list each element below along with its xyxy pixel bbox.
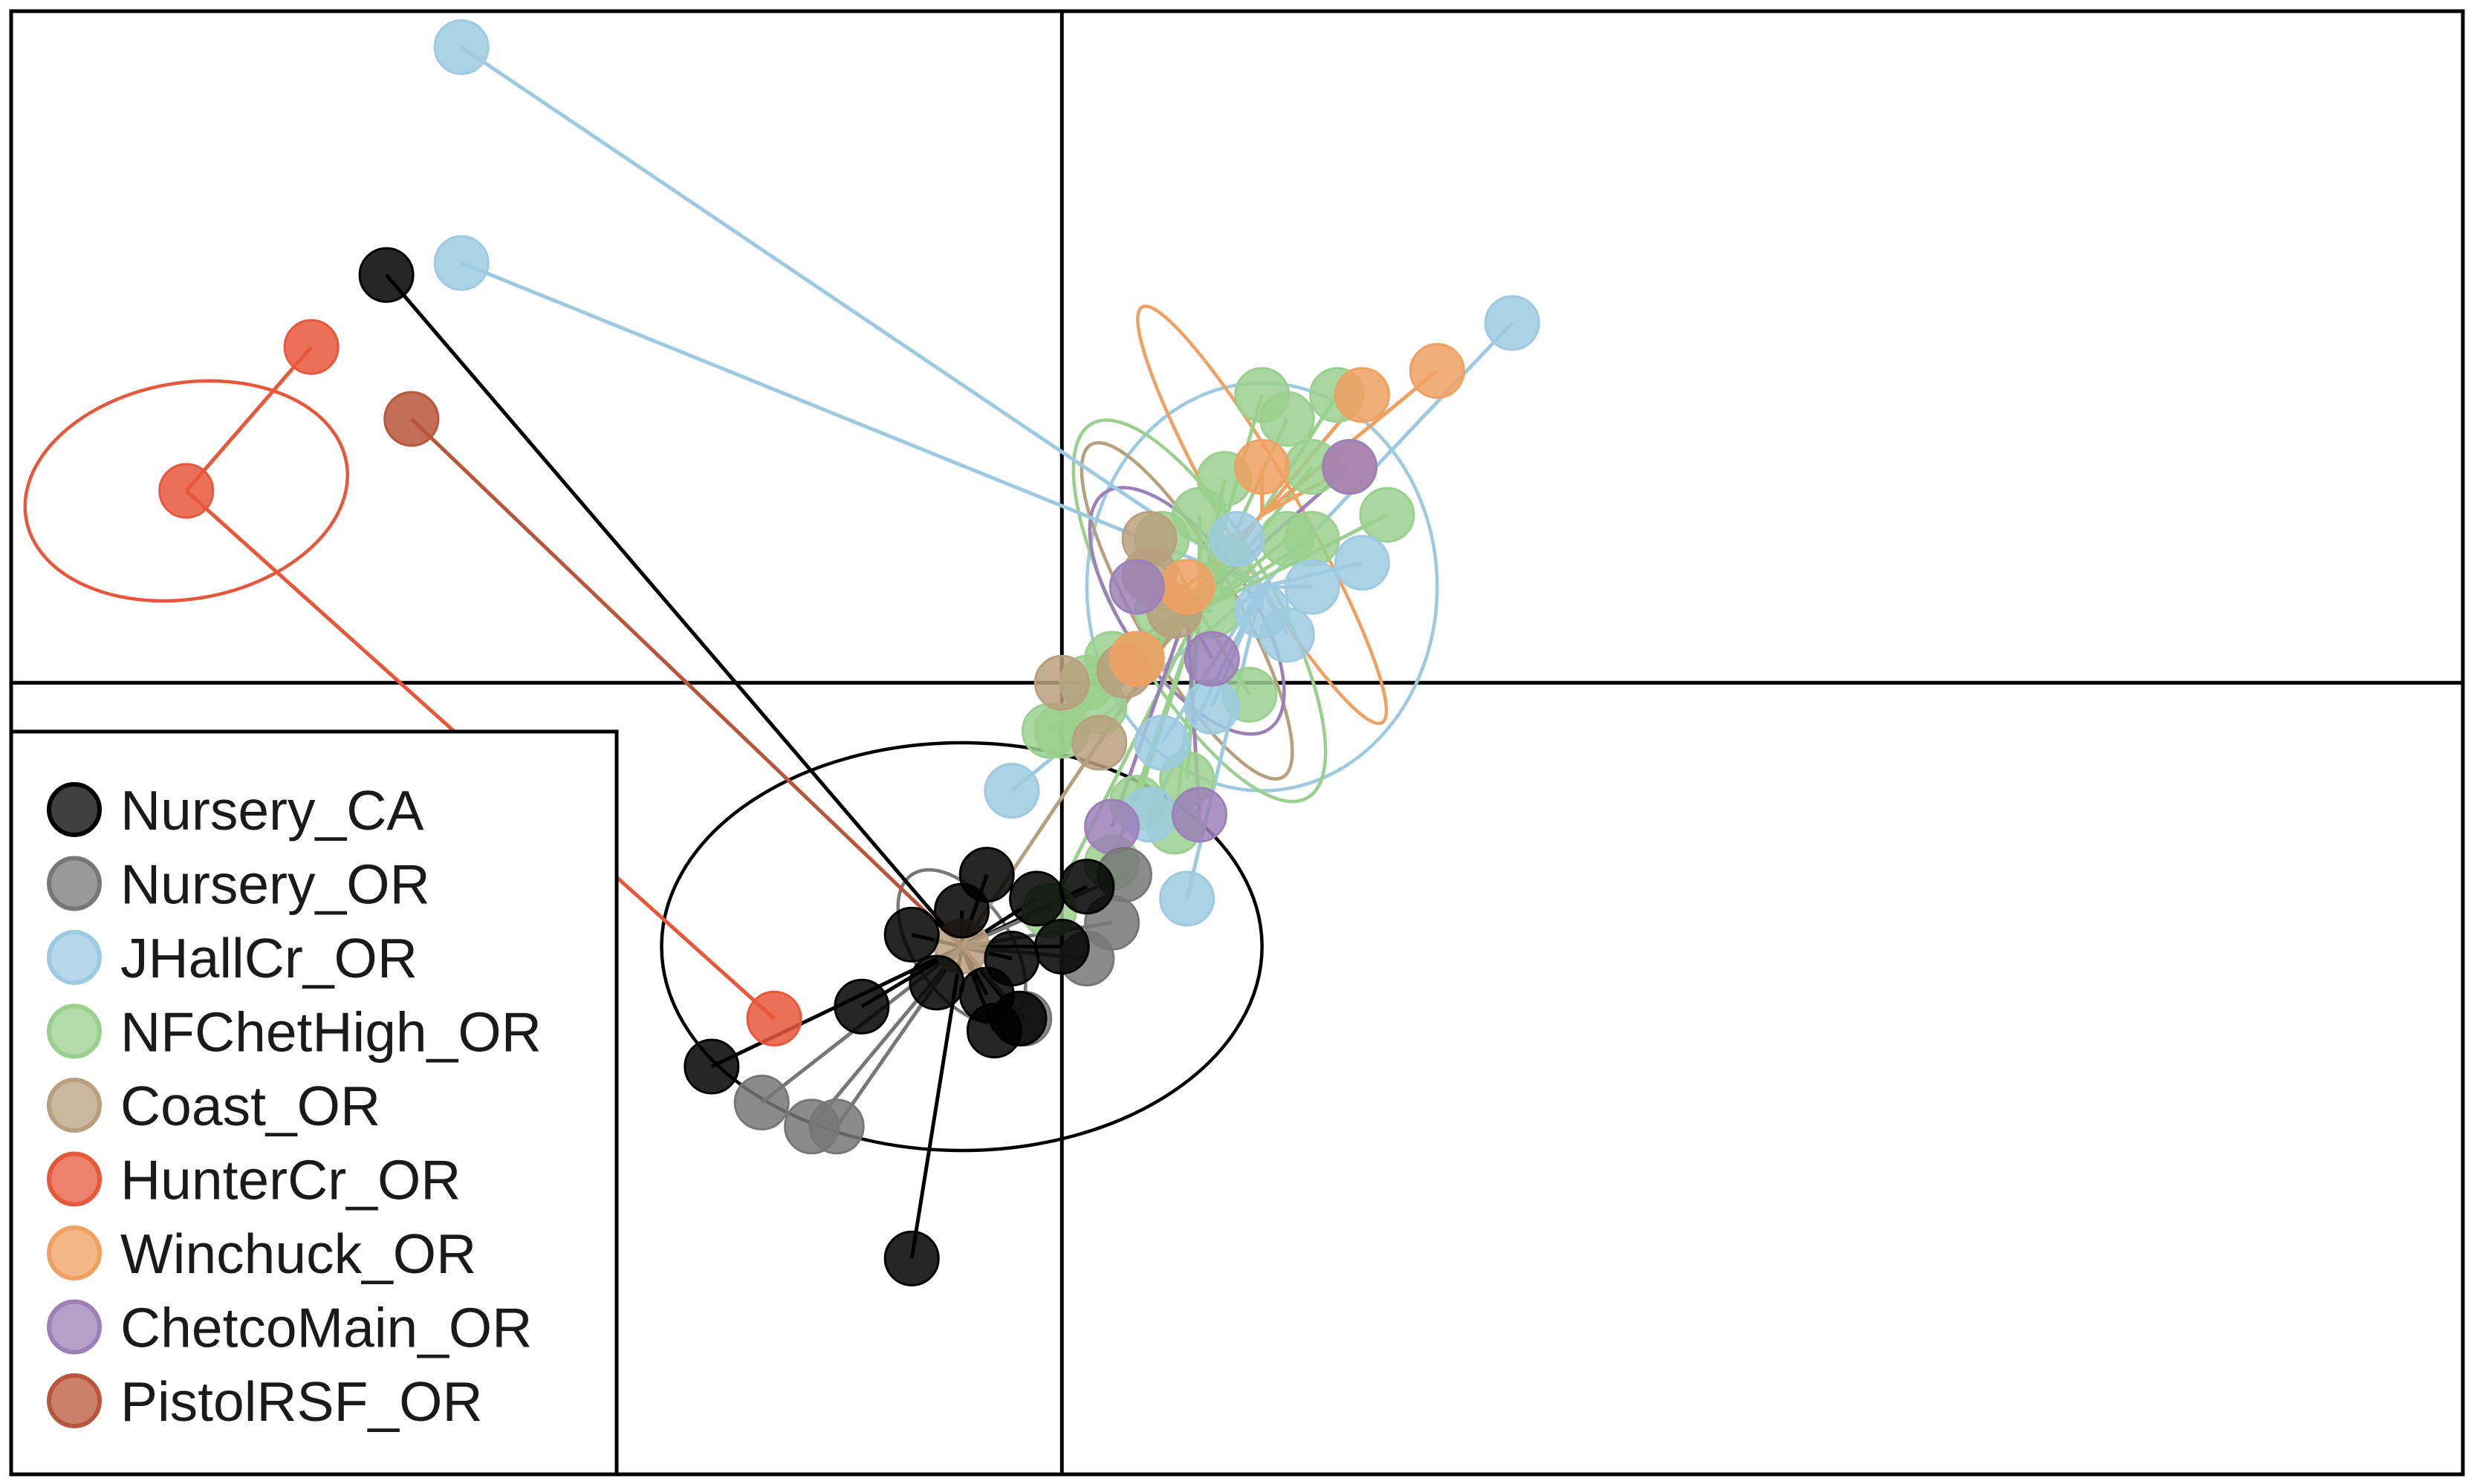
- point-nursery-ca-12: [1059, 859, 1115, 915]
- point-jhallcr-or-12: [1134, 715, 1190, 771]
- legend-swatch-winchuck-or: [47, 1226, 102, 1280]
- point-coast-or-1: [1033, 654, 1090, 711]
- point-nfchethigh-or-2: [1359, 486, 1415, 543]
- point-jhallcr-or-10: [1209, 510, 1265, 567]
- legend-swatch-jhallcr-or: [47, 930, 102, 985]
- legend-label-nursery-or: Nursery_OR: [120, 853, 430, 916]
- point-layer: [158, 19, 1540, 1286]
- segment-jhallcr-or-0: [460, 45, 1264, 589]
- point-chetcomain-or-1: [1184, 631, 1240, 687]
- legend-label-coast-or: Coast_OR: [120, 1075, 380, 1137]
- point-nursery-or-4: [808, 1099, 865, 1155]
- legend-swatch-coast-or: [47, 1078, 102, 1133]
- point-chetcomain-or-2: [1084, 798, 1140, 855]
- point-jhallcr-or-3: [1184, 679, 1240, 735]
- point-nursery-ca-2: [834, 978, 890, 1035]
- point-jhallcr-or-4: [1334, 535, 1390, 591]
- point-winchuck-or-4: [1108, 631, 1165, 687]
- point-nfchethigh-or-9: [1021, 703, 1077, 759]
- legend-swatch-nursery-or: [47, 856, 102, 911]
- ellipse-nursery-ca: [660, 741, 1264, 1153]
- point-winchuck-or-1: [1334, 367, 1390, 423]
- point-jhallcr-or-9: [984, 763, 1040, 819]
- point-chetcomain-or-3: [1171, 787, 1227, 843]
- point-nursery-or-2: [733, 1074, 790, 1130]
- legend-label-nfchethigh-or: NFChetHigh_OR: [120, 1001, 542, 1064]
- legend-swatch-huntercr-or: [47, 1151, 102, 1207]
- segment-huntercr-or-0: [184, 345, 313, 492]
- point-chetcomain-or-0: [1108, 559, 1165, 615]
- segment-nfchethigh-or-22: [1048, 610, 1201, 912]
- point-jhallcr-or-1: [433, 235, 490, 291]
- legend-swatch-nursery-ca: [47, 782, 102, 837]
- legend-box: [9, 729, 619, 1477]
- point-nfchethigh-or-24: [1284, 510, 1340, 567]
- legend-swatch-pistolrsf-or: [47, 1373, 102, 1428]
- point-chetcomain-or-4: [1322, 439, 1378, 495]
- segment-jhallcr-or-6: [1185, 586, 1264, 899]
- segment-nursery-ca-0: [385, 273, 964, 948]
- legend-swatch-chetcomain-or: [47, 1299, 102, 1355]
- segment-pistolrsf-or-0: [410, 417, 964, 948]
- point-coast-or-6: [1071, 715, 1128, 771]
- point-nursery-ca-4: [883, 1230, 940, 1286]
- point-jhallcr-or-11: [1234, 582, 1290, 639]
- point-jhallcr-or-6: [1159, 870, 1215, 927]
- point-winchuck-or-0: [1409, 342, 1465, 399]
- point-jhallcr-or-8: [1284, 559, 1340, 615]
- point-huntercr-or-0: [283, 319, 340, 375]
- ellipse-huntercr-or: [23, 379, 349, 603]
- point-nursery-ca-1: [883, 906, 940, 963]
- point-pistolrsf-or-0: [383, 391, 440, 447]
- point-huntercr-or-2: [746, 990, 802, 1047]
- point-nursery-ca-5: [909, 954, 965, 1011]
- point-winchuck-or-2: [1234, 439, 1290, 495]
- legend-label-jhallcr-or: JHallCr_OR: [120, 927, 418, 989]
- point-nursery-ca-14: [934, 882, 990, 939]
- legend-label-pistolrsf-or: PistolRSF_OR: [120, 1370, 483, 1433]
- point-jhallcr-or-0: [433, 19, 490, 75]
- point-nursery-ca-8: [1033, 919, 1090, 975]
- point-jhallcr-or-2: [1484, 295, 1540, 351]
- point-winchuck-or-3: [1159, 559, 1215, 615]
- point-nursery-ca-13: [991, 990, 1048, 1047]
- legend-label-chetcomain-or: ChetcoMain_OR: [120, 1297, 532, 1359]
- legend-label-nursery-ca: Nursery_CA: [120, 779, 423, 842]
- point-nursery-ca-10: [1009, 870, 1065, 927]
- point-nursery-ca-0: [358, 247, 415, 303]
- legend-swatch-nfchethigh-or: [47, 1003, 102, 1059]
- point-nursery-ca-3: [684, 1038, 740, 1095]
- point-nfchethigh-or-23: [1259, 391, 1315, 447]
- legend-label-huntercr-or: HunterCr_OR: [120, 1149, 461, 1211]
- legend: Nursery_CA Nursery_OR JHallCr_OR NFChetHigh…: [9, 729, 619, 1477]
- point-huntercr-or-1: [158, 463, 215, 519]
- legend-label-winchuck-or: Winchuck_OR: [120, 1223, 476, 1285]
